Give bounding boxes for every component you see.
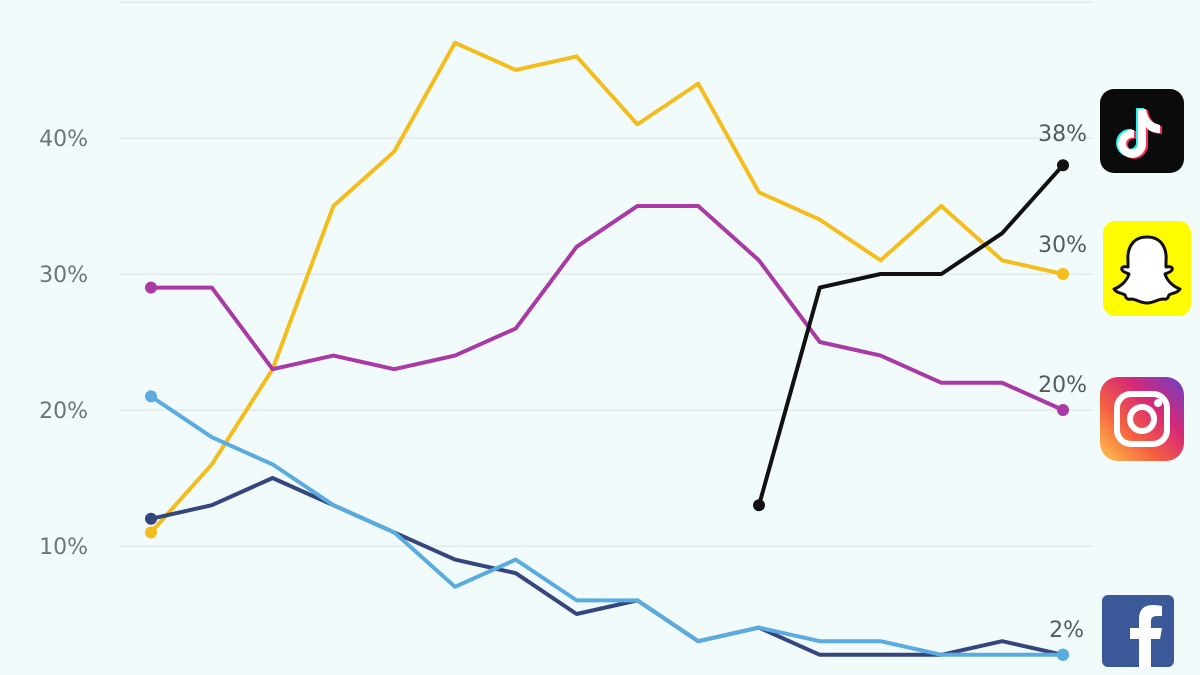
y-tick-label: 20% [39,399,88,424]
series-line [149,204,1065,412]
series-facebook-light [145,390,1069,661]
end-value-label: 38% [1038,122,1087,147]
tiktok-icon [1100,89,1184,173]
snapchat-icon [1103,221,1191,316]
series-lines [145,40,1069,661]
series-line [149,394,1065,657]
y-tick-label: 40% [39,127,88,152]
series-end-point [1057,159,1069,172]
instagram-icon [1100,377,1184,461]
y-tick-label: 30% [39,263,88,288]
end-value-label: 30% [1038,233,1087,258]
series-start-point [145,526,157,539]
series-start-point [145,512,157,525]
series-start-point [145,281,157,294]
series-end-point [1057,268,1069,280]
gridlines [120,1,1092,547]
series-end-point [1057,404,1069,416]
end-value-label: 2% [1049,618,1084,643]
series-end-point [1057,648,1069,661]
series-line [149,476,1065,657]
series-start-point [753,499,765,512]
series-snapchat [145,40,1069,539]
legend-icons [1100,89,1191,667]
end-value-label: 20% [1038,373,1087,398]
series-line [757,163,1065,508]
series-line [149,40,1065,535]
series-start-point [145,390,157,403]
series-facebook-dark [145,476,1069,661]
end-value-labels: 30% 20% 38% 2% [1038,122,1087,643]
facebook-icon [1102,595,1174,667]
y-tick-label: 10% [39,535,88,560]
y-axis-tick-labels: 10% 20% 30% 40% [39,127,88,560]
series-tiktok [753,159,1069,512]
series-instagram [145,204,1069,416]
